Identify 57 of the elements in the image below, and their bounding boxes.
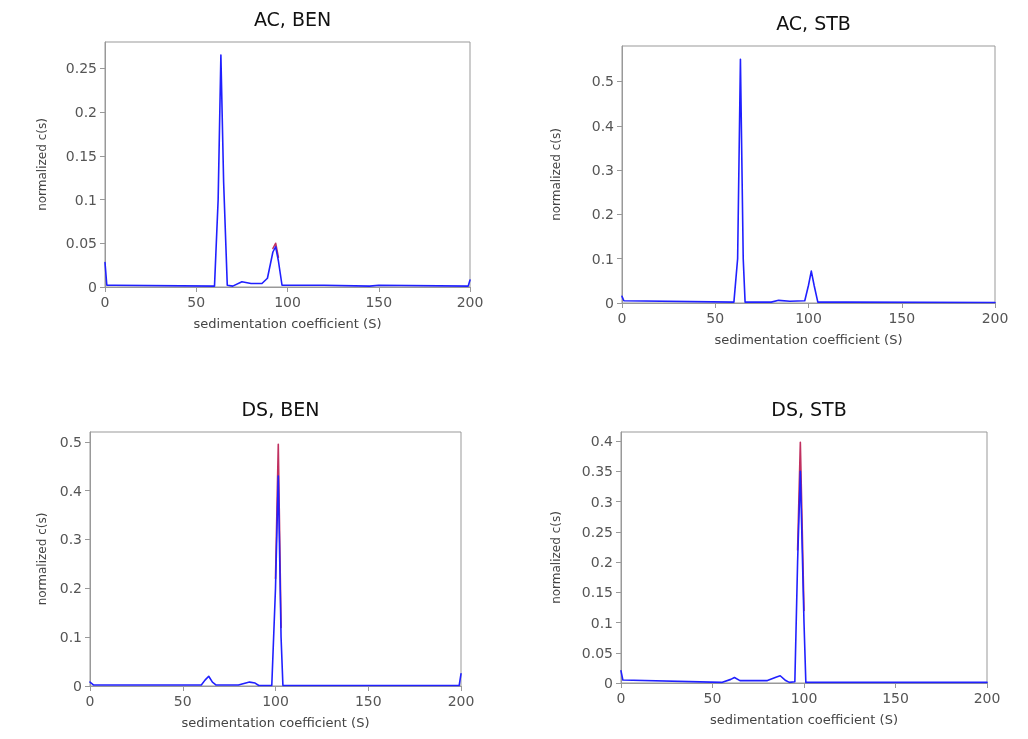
x-tick-label: 200 <box>981 310 1009 326</box>
y-tick-label: 0.1 <box>591 250 614 267</box>
x-axis-title: sedimentation coefficient (S) <box>714 332 903 347</box>
y-tick-label: 0.15 <box>65 147 97 164</box>
chart-title: AC, BEN <box>253 7 332 30</box>
y-tick-label: 0.15 <box>581 584 613 601</box>
x-tick-label: 100 <box>274 294 301 310</box>
x-axis-title: sedimentation coefficient (S) <box>181 715 370 730</box>
y-tick-label: 0.5 <box>59 433 82 450</box>
chart-title: DS, STB <box>771 397 847 420</box>
x-tick-label: 50 <box>187 294 206 310</box>
x-tick-label: 0 <box>100 294 110 310</box>
x-tick-label: 50 <box>706 310 725 326</box>
x-tick-label: 0 <box>616 690 626 706</box>
y-tick-label: 0.2 <box>74 104 97 120</box>
x-tick-label: 150 <box>882 690 909 706</box>
y-tick-label: 0.35 <box>581 463 613 480</box>
x-tick-label: 0 <box>617 310 627 326</box>
y-tick-label: 0.2 <box>591 206 614 223</box>
y-tick-label: 0.5 <box>591 73 614 90</box>
x-tick-label: 200 <box>456 294 484 310</box>
x-axis-title: sedimentation coefficient (S) <box>710 712 898 727</box>
x-tick-label: 100 <box>795 310 822 326</box>
y-tick-label: 0.1 <box>74 191 97 208</box>
y-tick-label: 0 <box>604 675 613 691</box>
y-tick-label: 0.1 <box>59 629 82 646</box>
y-tick-label: 0.4 <box>590 433 614 450</box>
y-tick-label: 0.05 <box>65 235 97 252</box>
y-tick-label: 0.3 <box>590 493 613 510</box>
y-tick-label: 0.3 <box>59 531 82 548</box>
x-tick-label: 200 <box>973 690 1001 706</box>
y-tick-label: 0.4 <box>591 117 615 134</box>
chart-title: DS, BEN <box>241 397 320 420</box>
y-tick-label: 0.25 <box>65 60 97 77</box>
y-tick-label: 0.2 <box>59 580 82 597</box>
y-tick-label: 0 <box>73 678 82 694</box>
x-tick-label: 150 <box>365 294 393 310</box>
chart-title: AC, STB <box>776 11 851 34</box>
y-tick-label: 0 <box>88 279 97 295</box>
x-tick-label: 150 <box>354 693 382 709</box>
y-axis-title: normalized c(s) <box>549 511 563 604</box>
y-tick-label: 0.05 <box>581 644 613 661</box>
x-tick-label: 150 <box>888 310 916 326</box>
x-tick-label: 50 <box>173 693 192 709</box>
y-axis-title: normalized c(s) <box>35 512 49 606</box>
y-tick-label: 0.25 <box>581 523 613 540</box>
y-axis-title: normalized c(s) <box>549 128 563 221</box>
x-tick-label: 100 <box>262 693 289 709</box>
x-tick-label: 100 <box>790 690 818 706</box>
y-tick-label: 0.1 <box>590 614 613 631</box>
y-tick-label: 0.2 <box>590 554 613 571</box>
x-tick-label: 50 <box>703 690 722 706</box>
y-tick-label: 0.3 <box>591 162 614 179</box>
x-axis-title: sedimentation coefficient (S) <box>193 316 382 331</box>
x-tick-label: 200 <box>447 693 475 709</box>
y-axis-title: normalized c(s) <box>35 118 49 211</box>
y-tick-label: 0.4 <box>59 482 83 499</box>
